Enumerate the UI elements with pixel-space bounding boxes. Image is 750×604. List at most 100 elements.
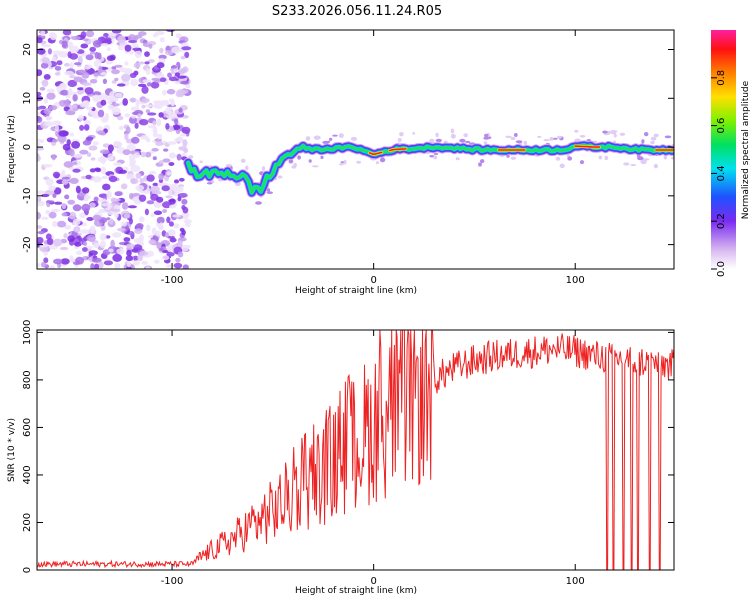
noise-blob [135, 184, 145, 191]
noise-blob [176, 153, 182, 161]
noise-blob [144, 104, 154, 108]
noise-blob [120, 183, 128, 190]
noise-blob [167, 245, 172, 253]
noise-blob [83, 100, 90, 107]
noise-blob [43, 108, 52, 115]
noise-blob [152, 104, 160, 109]
noise-speck [549, 137, 554, 141]
noise-blob [164, 50, 173, 56]
noise-speck [515, 140, 523, 144]
noise-blob [159, 47, 164, 54]
noise-speck [375, 161, 379, 165]
noise-blob [152, 182, 159, 187]
noise-blob [105, 96, 111, 101]
noise-speck [450, 128, 455, 134]
noise-blob [41, 44, 51, 48]
y-tick-label: 0 [22, 567, 33, 573]
noise-blob [82, 38, 89, 42]
snr-y-ticks: 0 200 400 600 800 1000 [22, 320, 674, 573]
noise-blob [178, 107, 183, 113]
noise-blob [54, 124, 59, 132]
noise-speck [320, 155, 324, 160]
noise-blob [73, 226, 81, 233]
noise-speck [574, 129, 579, 133]
noise-blob [146, 200, 155, 205]
noise-blob [49, 265, 56, 269]
noise-blob [81, 71, 90, 79]
noise-blob [119, 67, 127, 73]
noise-blob [172, 223, 180, 229]
noise-blob [85, 106, 93, 110]
noise-blob [178, 146, 188, 151]
noise-blob [75, 185, 81, 194]
noise-blob [117, 115, 124, 121]
noise-blob [179, 133, 187, 137]
noise-speck [433, 155, 438, 160]
noise-blob [175, 33, 182, 39]
noise-blob [156, 216, 165, 224]
noise-speck [343, 159, 347, 165]
noise-blob [69, 75, 76, 79]
noise-blob [142, 79, 152, 84]
noise-blob [145, 109, 151, 113]
noise-blob [107, 67, 112, 72]
noise-blob [37, 106, 43, 110]
noise-blob [41, 193, 50, 198]
y-tick-label: 1000 [22, 320, 33, 345]
noise-blob [43, 257, 49, 264]
noise-blob [97, 156, 107, 163]
noise-blob [106, 55, 115, 61]
noise-blob [164, 232, 170, 238]
noise-blob [85, 174, 92, 180]
noise-blob [46, 92, 56, 100]
noise-blob [103, 260, 113, 266]
noise-blob [88, 145, 98, 151]
noise-blob [171, 65, 178, 69]
noise-blob [165, 264, 174, 268]
noise-blob [89, 51, 96, 55]
noise-blob [112, 232, 122, 238]
noise-speck [484, 133, 489, 138]
noise-blob [107, 104, 115, 110]
noise-speck [630, 164, 637, 166]
noise-blob [37, 230, 45, 235]
noise-blob [40, 261, 47, 268]
noise-speck [266, 188, 271, 193]
noise-speck [332, 134, 338, 137]
noise-blob [72, 94, 78, 102]
noise-speck [510, 156, 517, 160]
noise-speck [641, 139, 645, 144]
noise-blob [89, 168, 96, 173]
noise-speck [397, 137, 402, 142]
noise-blob [126, 261, 132, 268]
noise-blob [167, 72, 172, 78]
noise-blob [117, 227, 126, 232]
noise-blob [155, 141, 164, 146]
noise-blob [178, 68, 186, 75]
noise-blob [147, 112, 157, 116]
noise-speck [523, 140, 528, 145]
noise-blob [128, 40, 138, 44]
noise-blob [180, 56, 186, 60]
noise-speck [642, 158, 650, 161]
noise-blob [37, 200, 45, 207]
noise-speck [537, 135, 542, 138]
noise-blob [107, 98, 113, 106]
noise-blob [69, 255, 74, 263]
noise-blob [145, 137, 151, 143]
noise-blob [67, 199, 75, 205]
noise-blob [108, 175, 118, 183]
noise-blob [151, 148, 159, 152]
noise-blob [146, 174, 155, 182]
noise-blob [137, 83, 147, 87]
noise-blob [179, 192, 188, 198]
noise-blob [124, 44, 132, 52]
noise-blob [74, 241, 82, 247]
noise-blob [129, 50, 134, 55]
spectrogram-y-label: Frequency (Hz) [7, 115, 17, 183]
noise-speck [543, 139, 550, 142]
noise-blob [94, 263, 100, 269]
noise-blob [138, 194, 147, 202]
noise-blob [39, 86, 46, 91]
noise-blob [167, 141, 177, 145]
